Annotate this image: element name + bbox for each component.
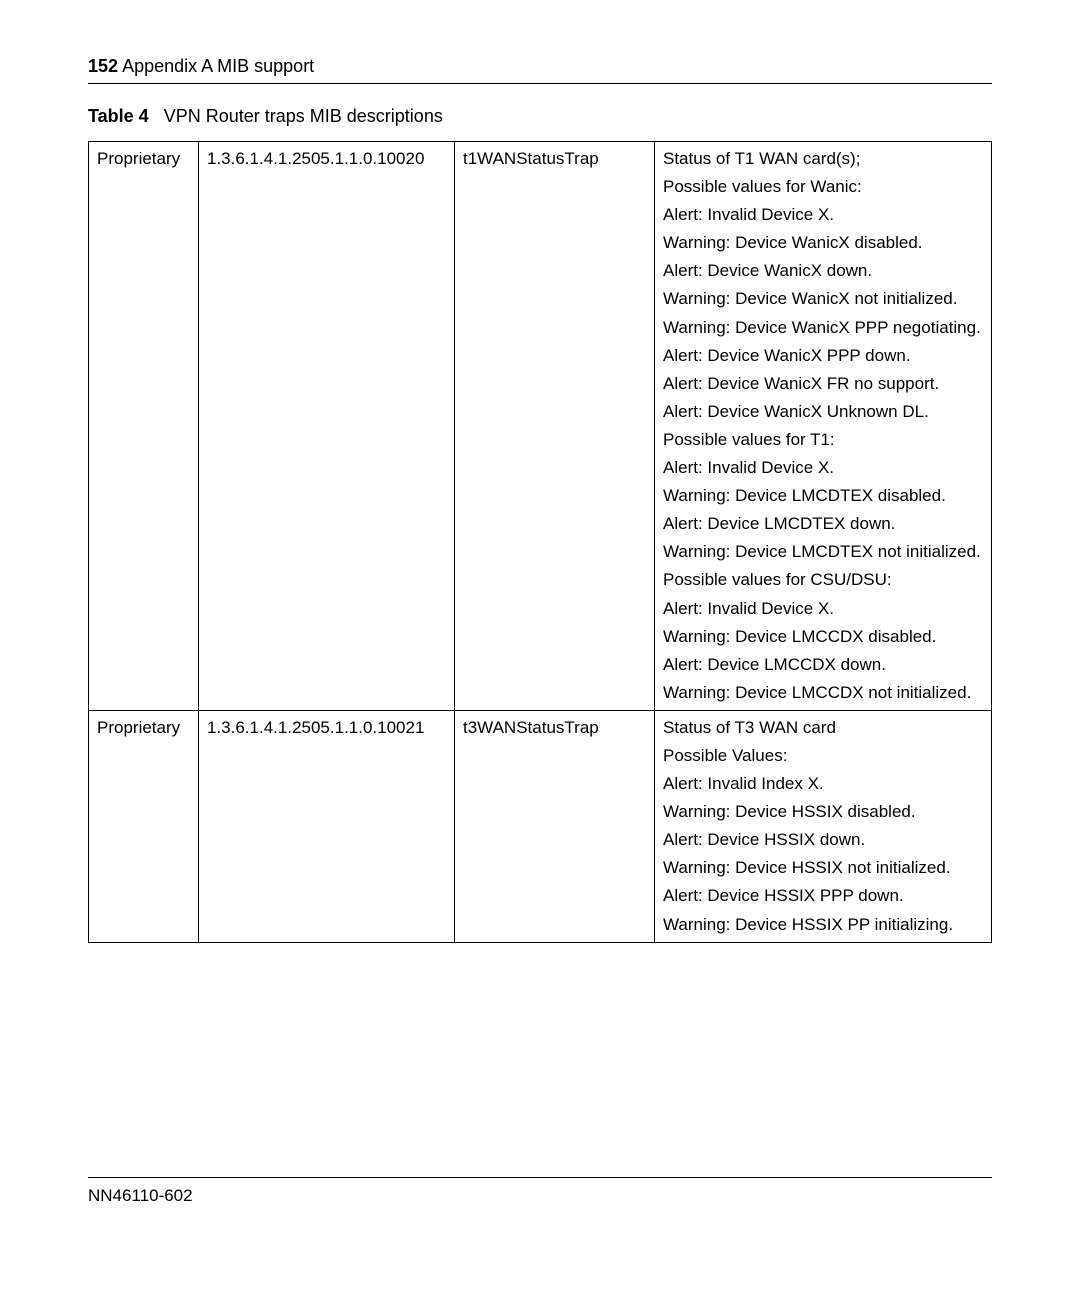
- cell-oid: 1.3.6.1.4.1.2505.1.1.0.10021: [199, 710, 455, 942]
- desc-line: Possible values for T1:: [663, 429, 983, 451]
- mib-table: Proprietary 1.3.6.1.4.1.2505.1.1.0.10020…: [88, 141, 992, 943]
- table-title: VPN Router traps MIB descriptions: [164, 106, 443, 126]
- cell-name: t3WANStatusTrap: [455, 710, 655, 942]
- page-section: Appendix A MIB support: [122, 56, 314, 76]
- footer-divider: [88, 1177, 992, 1178]
- table-caption: Table 4 VPN Router traps MIB description…: [88, 106, 992, 127]
- desc-line: Warning: Device LMCDTEX not initialized.: [663, 541, 983, 563]
- cell-description: Status of T3 WAN card Possible Values: Ale…: [655, 710, 992, 942]
- desc-line: Alert: Device WanicX PPP down.: [663, 345, 983, 367]
- header-divider: [88, 83, 992, 84]
- desc-line: Warning: Device WanicX disabled.: [663, 232, 983, 254]
- desc-line: Warning: Device HSSIX PP initializing.: [663, 914, 983, 936]
- desc-line: Alert: Invalid Index X.: [663, 773, 983, 795]
- mib-table-body: Proprietary 1.3.6.1.4.1.2505.1.1.0.10020…: [89, 142, 992, 943]
- desc-line: Alert: Device LMCCDX down.: [663, 654, 983, 676]
- desc-line: Alert: Invalid Device X.: [663, 204, 983, 226]
- desc-line: Warning: Device WanicX PPP negotiating.: [663, 317, 983, 339]
- desc-line: Warning: Device WanicX not initialized.: [663, 288, 983, 310]
- cell-name: t1WANStatusTrap: [455, 142, 655, 711]
- table-row: Proprietary 1.3.6.1.4.1.2505.1.1.0.10020…: [89, 142, 992, 711]
- cell-description: Status of T1 WAN card(s); Possible values…: [655, 142, 992, 711]
- page-header: 152 Appendix A MIB support: [88, 56, 992, 77]
- cell-type: Proprietary: [89, 142, 199, 711]
- page-number: 152: [88, 56, 118, 76]
- footer-docnum: NN46110-602: [88, 1186, 992, 1206]
- desc-line: Status of T1 WAN card(s);: [663, 148, 983, 170]
- table-row: Proprietary 1.3.6.1.4.1.2505.1.1.0.10021…: [89, 710, 992, 942]
- desc-line: Warning: Device LMCCDX not initialized.: [663, 682, 983, 704]
- desc-line: Warning: Device HSSIX not initialized.: [663, 857, 983, 879]
- page-footer: NN46110-602: [88, 1177, 992, 1206]
- cell-type: Proprietary: [89, 710, 199, 942]
- desc-line: Alert: Device HSSIX PPP down.: [663, 885, 983, 907]
- desc-line: Warning: Device HSSIX disabled.: [663, 801, 983, 823]
- desc-line: Alert: Device LMCDTEX down.: [663, 513, 983, 535]
- desc-line: Possible values for Wanic:: [663, 176, 983, 198]
- desc-line: Alert: Device WanicX FR no support.: [663, 373, 983, 395]
- desc-line: Alert: Device HSSIX down.: [663, 829, 983, 851]
- page: 152 Appendix A MIB support Table 4 VPN R…: [0, 0, 1080, 1296]
- desc-line: Alert: Device WanicX Unknown DL.: [663, 401, 983, 423]
- desc-line: Alert: Device WanicX down.: [663, 260, 983, 282]
- desc-line: Alert: Invalid Device X.: [663, 598, 983, 620]
- desc-line: Warning: Device LMCCDX disabled.: [663, 626, 983, 648]
- table-label: Table 4: [88, 106, 149, 126]
- desc-line: Possible Values:: [663, 745, 983, 767]
- desc-line: Alert: Invalid Device X.: [663, 457, 983, 479]
- cell-oid: 1.3.6.1.4.1.2505.1.1.0.10020: [199, 142, 455, 711]
- desc-line: Status of T3 WAN card: [663, 717, 983, 739]
- desc-line: Warning: Device LMCDTEX disabled.: [663, 485, 983, 507]
- desc-line: Possible values for CSU/DSU:: [663, 569, 983, 591]
